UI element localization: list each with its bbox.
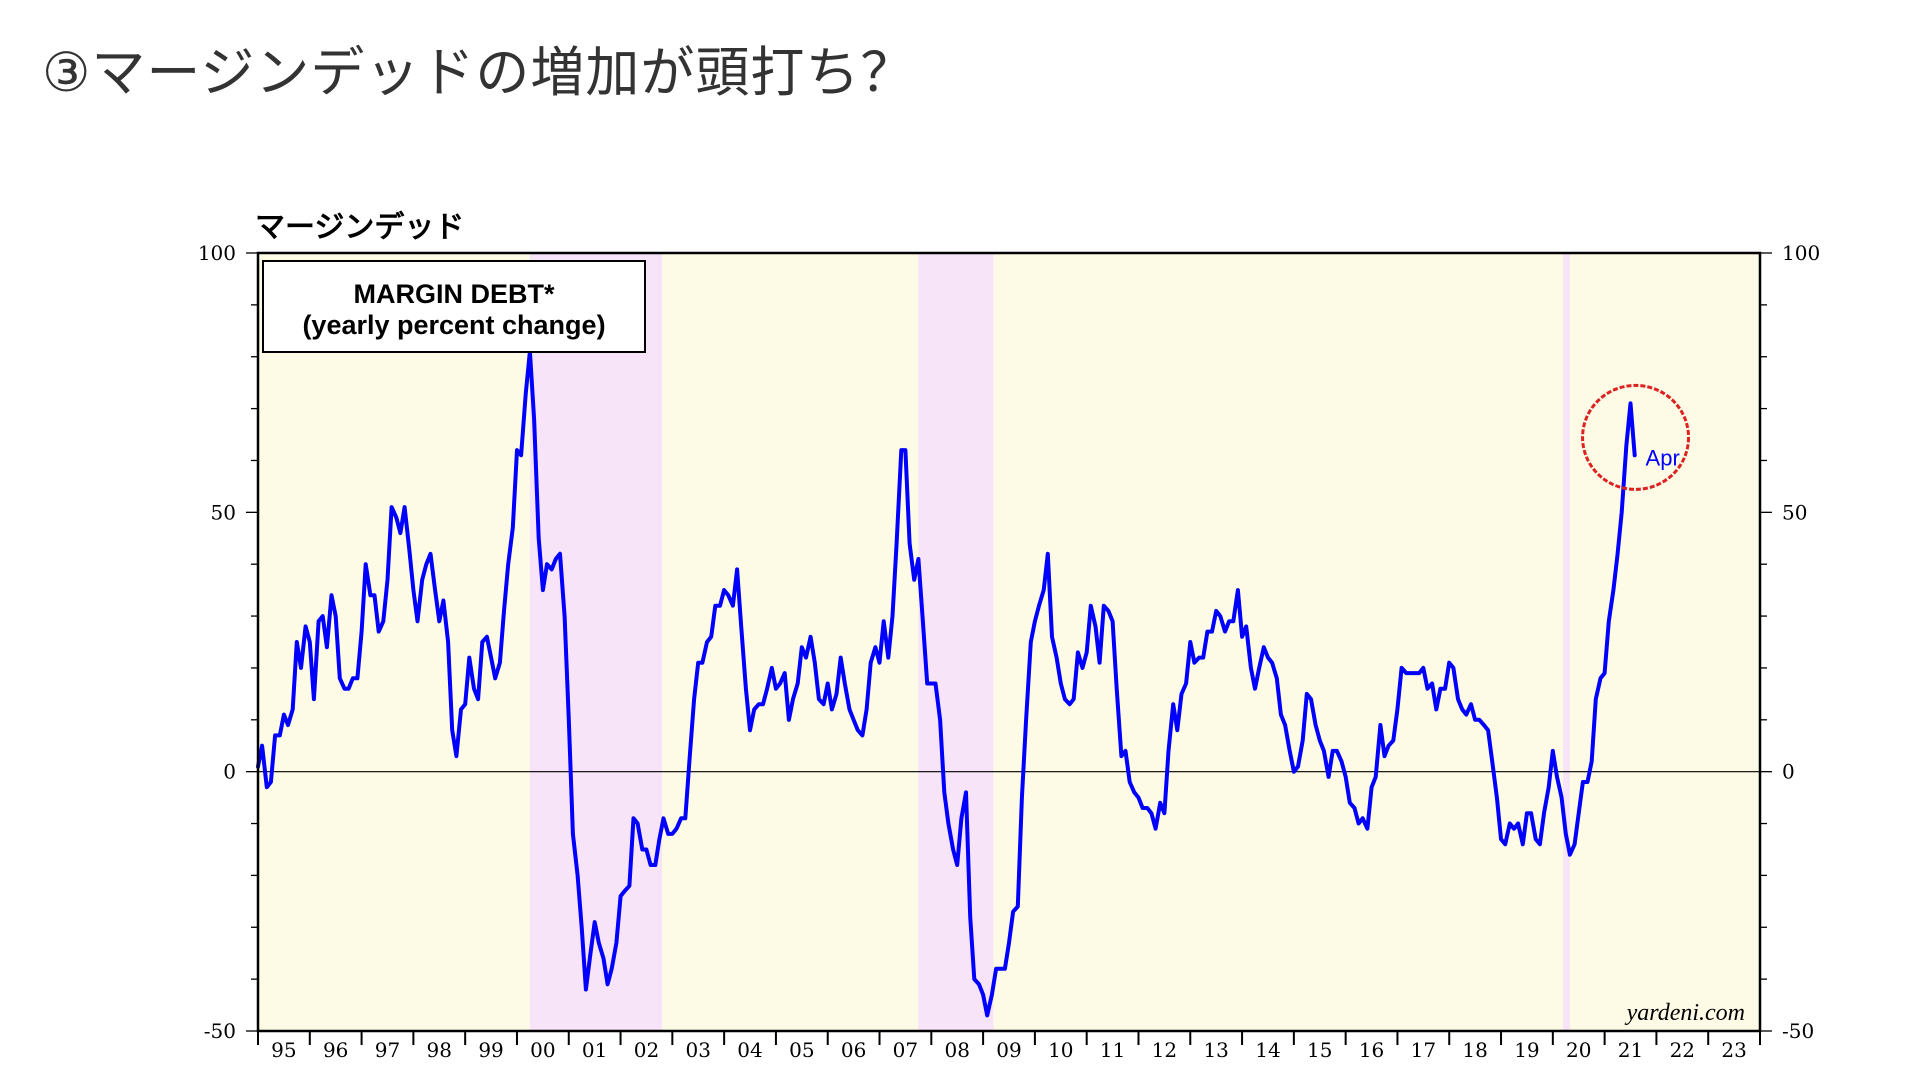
plot-background <box>258 253 1760 1031</box>
y-tick-label-right: 100 <box>1782 241 1820 265</box>
plot-area <box>258 253 1760 1031</box>
x-tick-label: 98 <box>427 1038 452 1062</box>
plot-frame <box>256 251 1762 1033</box>
x-tick-label: 01 <box>582 1038 607 1062</box>
x-tick-label: 08 <box>944 1038 969 1062</box>
y-tick-label-left: 50 <box>211 500 236 524</box>
x-tick-label: 09 <box>996 1038 1021 1062</box>
x-tick-label: 99 <box>478 1038 503 1062</box>
x-tick-label: 22 <box>1670 1038 1695 1062</box>
x-tick-label: 19 <box>1514 1038 1539 1062</box>
recession-band-2 <box>1563 253 1570 1031</box>
legend-line-1: MARGIN DEBT* <box>354 279 555 309</box>
y-axis-left: 100 50 0 -50 <box>198 241 258 1043</box>
recession-band-1 <box>918 253 994 1031</box>
x-tick-label: 96 <box>323 1038 348 1062</box>
y-tick-label-right: 0 <box>1782 760 1795 784</box>
source-label: yardeni.com <box>1625 1000 1745 1026</box>
recession-band-0 <box>529 253 662 1031</box>
x-tick-label: 97 <box>375 1038 400 1062</box>
x-tick-label: 10 <box>1048 1038 1073 1062</box>
legend-line-2: (yearly percent change) <box>302 310 605 340</box>
plot-frame-group <box>256 251 1762 1033</box>
series-line-0 <box>256 349 1637 1018</box>
y-tick-label-left: 0 <box>223 760 236 784</box>
chart-subtitle: マージンデッド <box>255 210 465 245</box>
x-tick-label: 95 <box>271 1038 296 1062</box>
y-tick-label-left: -50 <box>204 1019 236 1043</box>
x-tick-label: 11 <box>1100 1038 1125 1062</box>
x-tick-label: 20 <box>1566 1038 1591 1062</box>
slide-title: ③マージンデッドの増加が頭打ち？ <box>42 41 916 104</box>
annotation-label: Apr <box>1646 445 1680 470</box>
x-tick-label: 04 <box>737 1038 762 1062</box>
x-tick-label: 18 <box>1462 1038 1487 1062</box>
series-group <box>256 349 1637 1018</box>
y-axis-right: 100 50 0 -50 <box>1760 241 1820 1043</box>
x-tick-label: 14 <box>1255 1038 1280 1062</box>
x-tick-label: 16 <box>1359 1038 1384 1062</box>
x-tick-label: 06 <box>841 1038 866 1062</box>
x-tick-label: 05 <box>789 1038 814 1062</box>
x-tick-label: 12 <box>1152 1038 1177 1062</box>
x-tick-label: 03 <box>686 1038 711 1062</box>
y-tick-label-right: 50 <box>1782 500 1807 524</box>
x-tick-label: 02 <box>634 1038 659 1062</box>
x-tick-label: 21 <box>1618 1038 1643 1062</box>
x-tick-label: 23 <box>1721 1038 1746 1062</box>
x-tick-label: 17 <box>1411 1038 1436 1062</box>
recession-bands <box>529 253 1570 1031</box>
x-tick-label: 00 <box>530 1038 555 1062</box>
x-tick-label: 07 <box>893 1038 918 1062</box>
annotation-group: Apr <box>1581 383 1691 491</box>
legend-box: MARGIN DEBT* (yearly percent change) <box>262 260 646 353</box>
annotation-circle <box>1581 383 1691 491</box>
x-axis: 95 96 97 98 99 00 01 02 03 04 05 06 07 08 09 10 11 12 13 14… <box>257 1031 1761 1062</box>
y-tick-label-right: -50 <box>1782 1019 1814 1043</box>
y-tick-label-left: 100 <box>198 241 236 265</box>
x-tick-label: 15 <box>1307 1038 1332 1062</box>
x-tick-label: 13 <box>1203 1038 1228 1062</box>
